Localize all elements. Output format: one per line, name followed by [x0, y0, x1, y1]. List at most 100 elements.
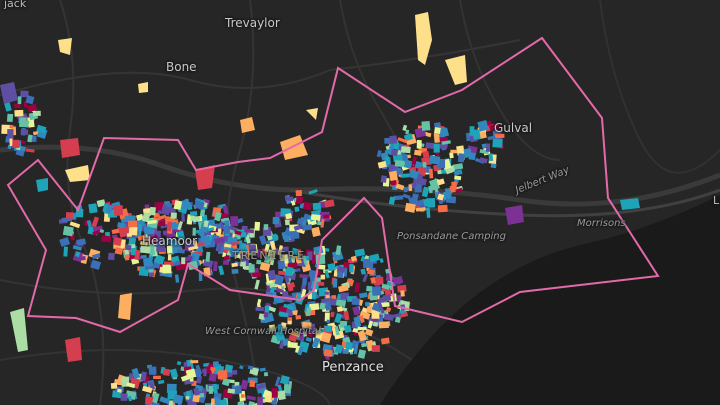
parcel-184 [143, 208, 151, 214]
road-3 [59, 0, 105, 405]
parcel-25 [140, 241, 149, 246]
field-16 [0, 82, 18, 104]
road-7 [459, 0, 561, 161]
parcel-1138 [284, 219, 290, 226]
parcel-700 [400, 146, 411, 154]
parcel-254 [173, 200, 183, 211]
parcel-215 [168, 207, 176, 213]
parcel-637 [393, 141, 400, 150]
parcel-898 [219, 398, 229, 405]
field-7 [195, 165, 215, 190]
parcel-934 [217, 370, 228, 380]
field-15 [36, 178, 48, 192]
parcel-1058 [90, 259, 102, 270]
parcel-950 [148, 381, 156, 391]
parcel-794 [277, 260, 286, 269]
parcel-796 [272, 233, 279, 242]
parcel-168 [136, 213, 144, 221]
parcel-1124 [303, 201, 313, 211]
parcel-661 [388, 170, 398, 182]
parcel-175 [167, 238, 176, 246]
parcel-675 [402, 124, 408, 131]
parcel-484 [353, 331, 358, 336]
road-8 [599, 0, 720, 174]
parcel-761 [297, 249, 302, 255]
parcel-566 [301, 255, 308, 266]
parcel-128 [185, 256, 193, 262]
parcel-786 [259, 261, 271, 272]
place-label-jack: jack [4, 0, 27, 10]
parcel-945 [239, 365, 244, 370]
parcel-561 [378, 303, 385, 314]
parcel-234 [140, 245, 151, 254]
parcel-192 [141, 212, 151, 223]
parcel-133 [176, 230, 186, 241]
parcel-541 [369, 253, 380, 263]
parcel-546 [353, 316, 362, 328]
parcel-250 [207, 227, 215, 232]
parcel-991 [25, 95, 35, 105]
parcel-1062 [124, 215, 136, 222]
parcel-350 [295, 314, 302, 320]
parcel-792 [264, 243, 270, 253]
field-6 [65, 165, 90, 182]
parcel-1109 [308, 188, 318, 195]
parcel-249 [216, 241, 224, 252]
parcel-553 [379, 258, 384, 264]
parcel-653 [420, 143, 425, 147]
parcel-766 [231, 240, 240, 246]
parcel-444 [362, 273, 369, 283]
parcel-layer [0, 12, 640, 405]
parcel-231 [198, 228, 205, 236]
parcel-499 [371, 345, 380, 352]
parcel-1046 [88, 203, 98, 214]
sea-area [380, 195, 720, 405]
parcel-666 [425, 142, 434, 149]
parcel-570 [366, 268, 375, 276]
parcel-793 [269, 240, 277, 251]
parcel-235 [163, 261, 174, 266]
parcel-1006 [12, 139, 20, 149]
parcel-750 [254, 279, 260, 290]
parcel-195 [192, 227, 196, 236]
parcel-717 [437, 204, 448, 213]
parcel-1090 [488, 153, 494, 162]
parcel-718 [385, 149, 391, 155]
parcel-562 [281, 286, 285, 290]
parcel-710 [441, 140, 451, 145]
parcel-990 [14, 109, 24, 117]
parcel-899 [221, 378, 231, 387]
parcel-937 [110, 382, 118, 389]
parcel-538 [374, 292, 378, 299]
parcel-947 [185, 368, 197, 379]
parcel-253 [182, 201, 191, 208]
parcel-528 [297, 346, 304, 356]
parcel-256 [193, 200, 205, 210]
parcel-321 [381, 337, 390, 345]
parcel-876 [192, 394, 200, 403]
parcel-186 [157, 214, 167, 221]
parcel-373 [335, 245, 342, 256]
parcel-729 [390, 149, 399, 157]
parcel-993 [6, 113, 14, 123]
parcel-720 [414, 149, 422, 156]
parcel-1038 [105, 204, 114, 214]
parcel-627 [439, 136, 448, 142]
parcel-258 [166, 221, 172, 232]
parcel-414 [353, 343, 359, 355]
parcel-1056 [63, 246, 68, 257]
poi-label-morrisons: Morrisons [577, 218, 626, 229]
field-10 [65, 337, 82, 362]
parcel-239 [177, 248, 185, 254]
parcel-346 [366, 285, 374, 292]
parcel-243 [183, 240, 195, 249]
parcel-495 [277, 270, 287, 276]
area-label-treneere: TRENEERE [232, 249, 307, 262]
parcel-498 [367, 320, 374, 329]
parcel-208 [117, 222, 126, 229]
parcel-961 [283, 384, 292, 394]
parcel-476 [305, 336, 313, 343]
parcel-856 [274, 376, 281, 387]
parcel-1069 [127, 220, 138, 228]
